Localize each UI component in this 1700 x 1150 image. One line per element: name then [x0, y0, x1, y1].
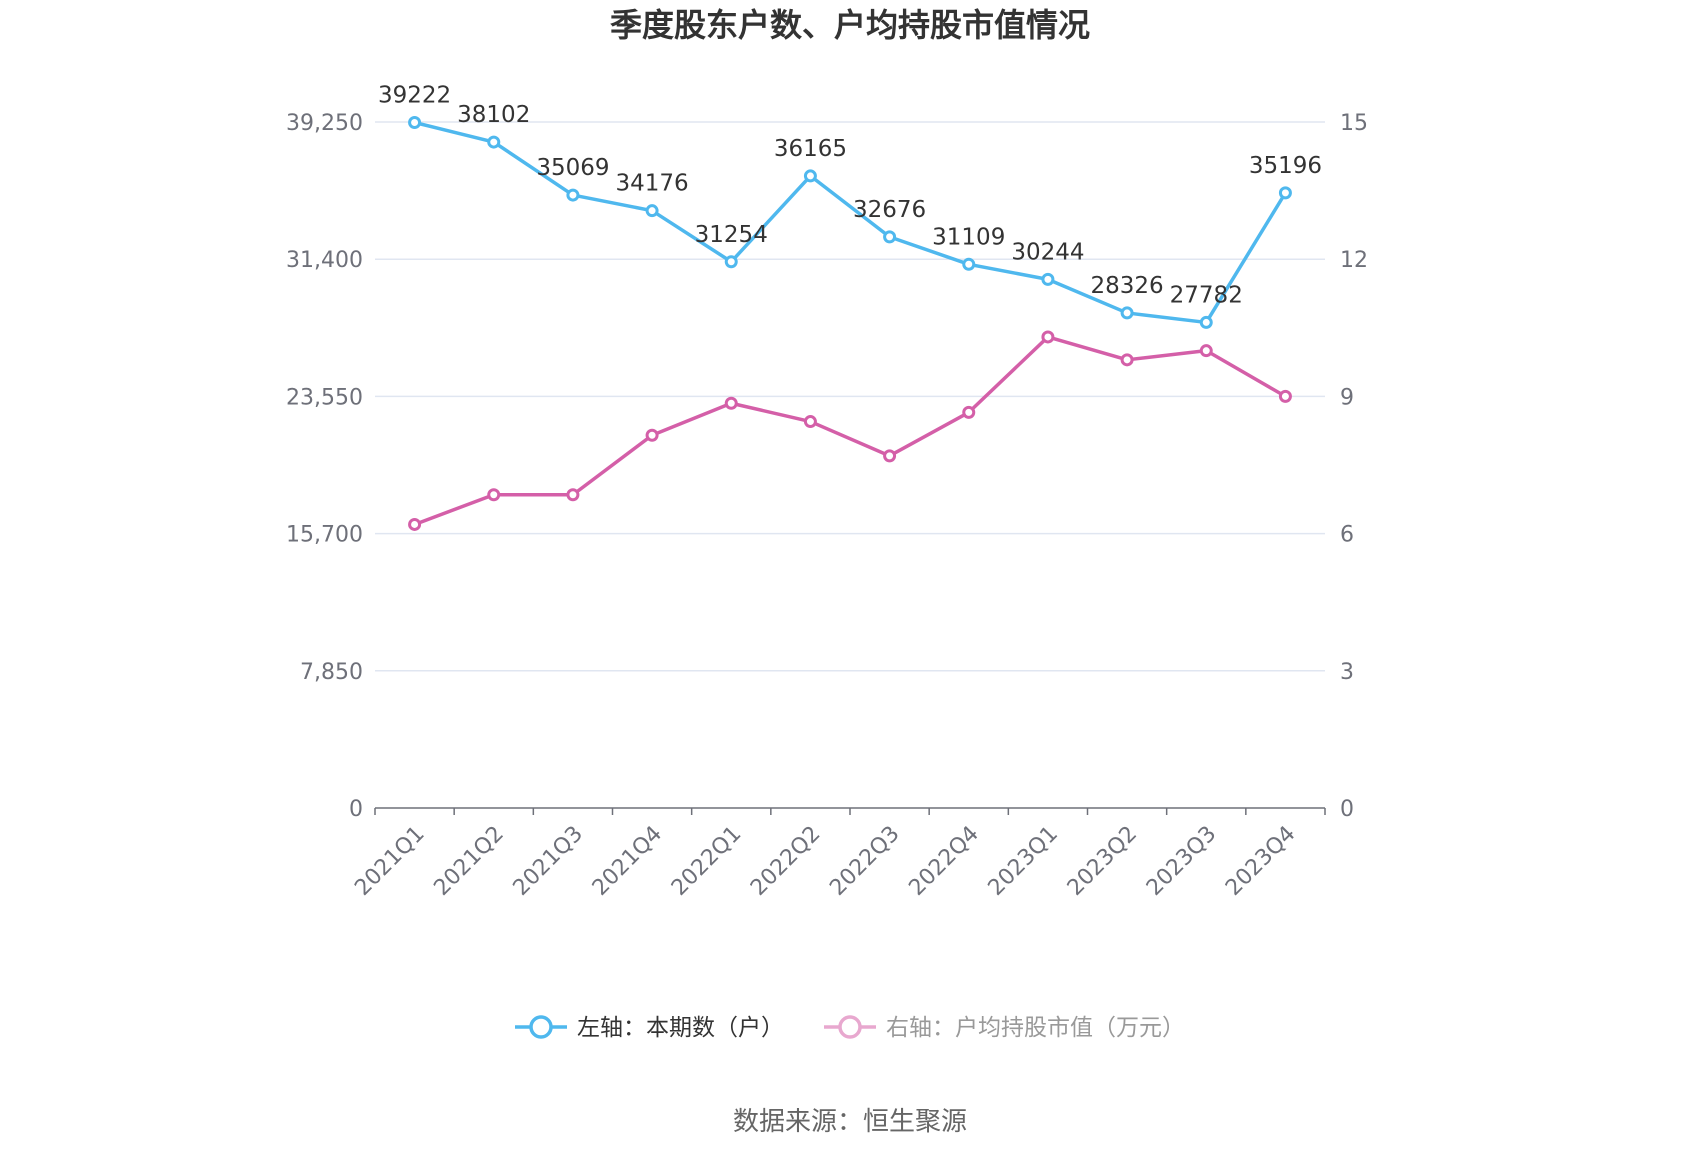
y-left-tick-label: 7,850	[300, 660, 363, 685]
data-point-0	[1041, 272, 1055, 286]
series-line-1	[413, 335, 1287, 527]
data-point-1	[962, 405, 976, 419]
data-point-0	[487, 135, 501, 149]
source-note: 数据来源：恒生聚源	[733, 1107, 967, 1137]
data-point-0	[724, 255, 738, 269]
x-tick-label: 2021Q1	[350, 821, 429, 900]
legend-item-label: 左轴：本期数（户）	[577, 1015, 784, 1041]
data-point-0	[1278, 186, 1292, 200]
y-right-tick-label: 3	[1340, 660, 1354, 685]
x-tick-label: 2021Q2	[429, 821, 508, 900]
data-point-1	[566, 488, 580, 502]
x-tick-label: 2021Q3	[509, 821, 588, 900]
data-label: 35196	[1249, 153, 1322, 179]
x-axis: 2021Q1 2021Q2 2021Q3 2021Q4 2022Q1 2022Q2 2022…	[350, 807, 1326, 901]
data-point-1	[487, 488, 501, 502]
y-left-tick-label: 15,700	[286, 523, 363, 548]
legend-item-label: 右轴：户均持股市值（万元）	[886, 1015, 1185, 1041]
x-tick-label: 2023Q3	[1142, 821, 1221, 900]
data-label: 27782	[1170, 282, 1243, 308]
data-point-0	[1199, 315, 1213, 329]
x-tick-label: 2023Q2	[1063, 821, 1142, 900]
x-tick-label: 2022Q3	[825, 821, 904, 900]
y-right-tick-label: 0	[1340, 797, 1354, 822]
data-label: 36165	[774, 136, 847, 162]
chart-title: 季度股东户数、户均持股市值情况	[610, 6, 1090, 44]
left-axis: 0 7,850 15,700 23,550 31,400 39,250	[286, 111, 363, 822]
data-label: 34176	[615, 171, 688, 197]
y-left-tick-label: 0	[349, 797, 363, 822]
legend[interactable]: 左轴：本期数（户） 右轴：户均持股市值（万元）	[515, 1015, 1185, 1041]
data-point-1	[724, 396, 738, 410]
data-label: 38102	[457, 102, 530, 128]
series-line-0	[414, 120, 1287, 325]
data-label: 35069	[536, 155, 609, 181]
data-point-1	[1120, 353, 1134, 367]
data-point-1	[645, 428, 659, 442]
series-layer	[408, 115, 1292, 531]
x-tick-label: 2022Q1	[667, 821, 746, 900]
x-tick-label: 2023Q1	[984, 821, 1063, 900]
x-tick-label: 2023Q4	[1221, 821, 1300, 900]
data-point-0	[803, 169, 817, 183]
data-point-1	[1041, 330, 1055, 344]
y-left-tick-label: 39,250	[286, 111, 363, 136]
data-label: 39222	[378, 82, 451, 108]
y-right-tick-label: 9	[1340, 385, 1354, 410]
y-right-tick-label: 15	[1340, 111, 1368, 136]
legend-marker-icon	[838, 1015, 862, 1039]
grid	[375, 121, 1325, 672]
data-point-0	[883, 230, 897, 244]
legend-marker-icon	[529, 1015, 553, 1039]
x-tick-label: 2022Q2	[746, 821, 825, 900]
y-right-tick-label: 12	[1340, 248, 1368, 273]
data-point-0	[408, 115, 422, 129]
data-label: 28326	[1090, 273, 1163, 299]
data-point-0	[566, 188, 580, 202]
y-left-tick-label: 31,400	[286, 248, 363, 273]
data-point-0	[645, 204, 659, 218]
data-point-1	[883, 449, 897, 463]
data-label: 31254	[695, 222, 768, 248]
data-point-1	[408, 517, 422, 531]
y-right-tick-label: 6	[1340, 523, 1354, 548]
data-point-0	[962, 257, 976, 271]
data-label: 31109	[932, 224, 1005, 250]
data-label: 32676	[853, 197, 926, 223]
data-point-1	[1278, 389, 1292, 403]
data-point-0	[1120, 306, 1134, 320]
data-label: 30244	[1011, 239, 1084, 265]
data-point-1	[1199, 344, 1213, 358]
x-tick-label: 2021Q4	[588, 821, 667, 900]
x-tick-label: 2022Q4	[904, 821, 983, 900]
y-left-tick-label: 23,550	[286, 385, 363, 410]
right-axis: 0 3 6 9 12 15	[1340, 111, 1368, 822]
data-point-1	[803, 415, 817, 429]
